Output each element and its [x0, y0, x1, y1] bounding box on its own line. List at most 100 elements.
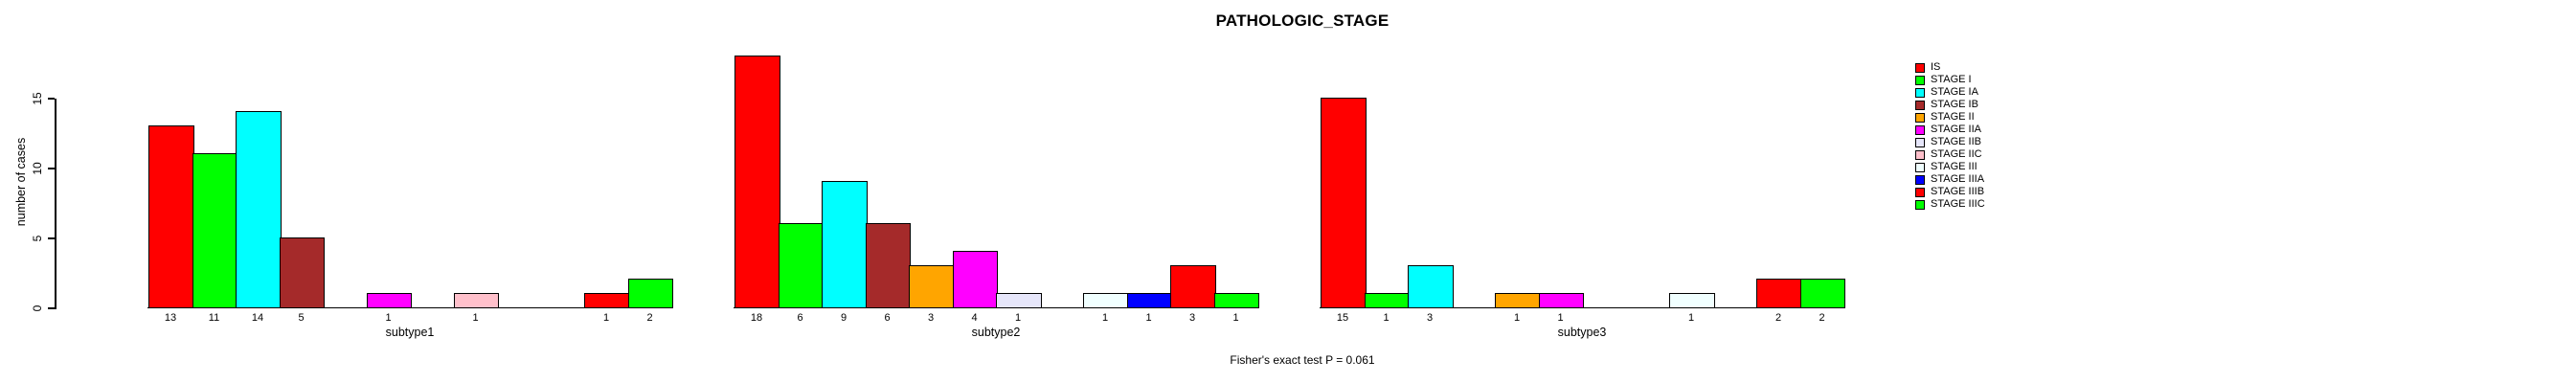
group-label: subtype2 [971, 326, 1021, 339]
bar [454, 292, 499, 308]
legend-item: STAGE IIIB [1915, 186, 1985, 198]
bar-value-label: 13 [164, 312, 177, 324]
bar-value-label: 3 [1188, 312, 1196, 324]
legend-item: STAGE IIIA [1915, 173, 1985, 186]
legend-item: STAGE IIIC [1915, 198, 1985, 211]
bar [280, 237, 325, 308]
legend-label: STAGE IB [1931, 99, 1978, 110]
y-axis-label: number of cases [14, 137, 28, 227]
group-label: subtype1 [385, 326, 435, 339]
y-tick-label: 5 [31, 235, 44, 242]
bar-value-label: 4 [971, 312, 978, 324]
legend-swatch [1915, 199, 1925, 210]
bar [148, 124, 194, 308]
legend-label: STAGE III [1931, 161, 1977, 172]
bar [1800, 279, 1845, 308]
legend-item: STAGE III [1915, 161, 1985, 173]
bar [367, 292, 412, 308]
legend-label: STAGE I [1931, 74, 1972, 85]
bar-value-label: 11 [208, 312, 220, 324]
bar-value-label: 1 [1557, 312, 1564, 324]
legend-label: STAGE IIB [1931, 136, 1981, 147]
legend-swatch [1915, 75, 1925, 85]
bar-value-label: 1 [1014, 312, 1022, 324]
legend-label: STAGE IIA [1931, 124, 1981, 135]
legend: IS STAGE I STAGE IA STAGE IB STAGE II STAGE I… [1915, 61, 1985, 211]
bar [953, 251, 998, 308]
y-tick [48, 98, 55, 100]
bar-value-label: 15 [1336, 312, 1349, 324]
legend-label: IS [1931, 61, 1941, 73]
bar [584, 292, 630, 308]
legend-label: STAGE IIIC [1931, 198, 1985, 210]
bar [1495, 292, 1541, 308]
group-label: subtype3 [1557, 326, 1607, 339]
legend-swatch [1915, 87, 1925, 98]
legend-swatch [1915, 162, 1925, 172]
bar-value-label: 1 [1145, 312, 1152, 324]
bar [1539, 292, 1584, 308]
legend-swatch [1915, 100, 1925, 110]
bar-value-label: 1 [1687, 312, 1695, 324]
bar [1669, 292, 1715, 308]
bar [866, 222, 911, 308]
bar [1365, 292, 1410, 308]
bar-value-label: 5 [298, 312, 305, 324]
bar-value-label: 1 [602, 312, 610, 324]
bar-value-label: 9 [840, 312, 847, 324]
y-tick [48, 237, 55, 239]
bar [1321, 97, 1367, 308]
bar-value-label: 1 [472, 312, 479, 324]
y-tick [48, 168, 55, 169]
legend-swatch [1915, 124, 1925, 135]
bar [192, 152, 237, 308]
bar-value-label: 2 [1774, 312, 1782, 324]
legend-item: STAGE IIC [1915, 148, 1985, 161]
legend-label: STAGE II [1931, 111, 1975, 123]
bar-value-label: 14 [251, 312, 264, 324]
legend-swatch [1915, 112, 1925, 123]
legend-item: STAGE IIA [1915, 124, 1985, 136]
bar [236, 111, 282, 308]
y-tick-label: 0 [31, 304, 44, 312]
bar-value-label: 1 [1383, 312, 1390, 324]
legend-swatch [1915, 62, 1925, 73]
legend-item: IS [1915, 61, 1985, 74]
legend-item: STAGE I [1915, 74, 1985, 86]
bar [1408, 264, 1454, 308]
chart-title: PATHOLOGIC_STAGE [1215, 11, 1390, 30]
bar-value-label: 1 [1513, 312, 1521, 324]
legend-item: STAGE IB [1915, 99, 1985, 111]
bar-value-label: 1 [385, 312, 392, 324]
legend-item: STAGE IA [1915, 86, 1985, 99]
bar [628, 279, 673, 308]
bar-value-label: 18 [750, 312, 763, 324]
bar [822, 181, 868, 308]
bar [909, 264, 955, 308]
bar-value-label: 1 [1101, 312, 1109, 324]
y-tick-label: 15 [31, 92, 44, 105]
bar-value-label: 3 [927, 312, 935, 324]
bar-value-label: 2 [1819, 312, 1825, 324]
bar [1083, 292, 1129, 308]
bar-value-label: 3 [1426, 312, 1434, 324]
bar [996, 292, 1042, 308]
bar [1214, 292, 1259, 308]
legend-label: STAGE IIIB [1931, 186, 1985, 197]
bar [1127, 292, 1172, 308]
y-axis-line [55, 99, 56, 309]
legend-label: STAGE IIC [1931, 148, 1982, 160]
bar [779, 222, 824, 308]
legend-item: STAGE IIB [1915, 136, 1985, 148]
bar-value-label: 6 [797, 312, 803, 324]
legend-swatch [1915, 174, 1925, 185]
legend-swatch [1915, 187, 1925, 197]
legend-label: STAGE IA [1931, 86, 1978, 98]
y-tick-label: 10 [31, 162, 44, 175]
bar-value-label: 1 [1232, 312, 1239, 324]
bar [1756, 279, 1802, 308]
legend-label: STAGE IIIA [1931, 173, 1985, 185]
legend-item: STAGE II [1915, 111, 1985, 124]
annotation-text: Fisher's exact test P = 0.061 [1230, 353, 1375, 367]
